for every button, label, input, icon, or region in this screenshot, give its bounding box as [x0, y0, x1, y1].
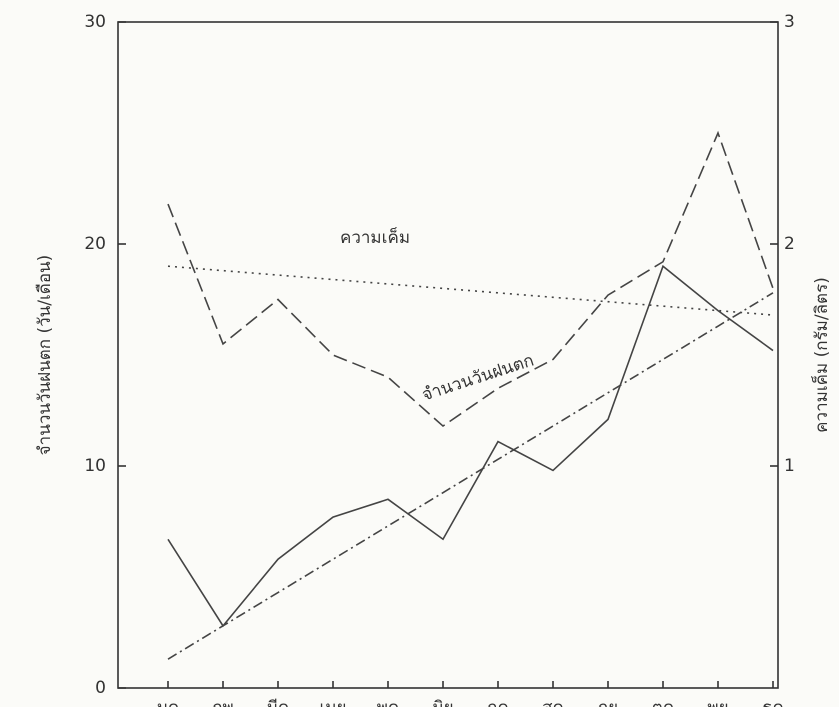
y2-axis-label: ความเค็ม (กรัม/ลิตร) [810, 277, 832, 433]
y-tick-label: 10 [84, 456, 106, 476]
x-tick-label: ตค [652, 698, 674, 707]
series-line [167, 264, 774, 628]
x-tick-label: เมย [320, 698, 347, 707]
y2-tick-label: 1 [784, 456, 795, 476]
series-line [167, 130, 774, 428]
x-tick-label: กย [598, 698, 618, 707]
series-line [167, 292, 774, 660]
x-tick-label: สค [542, 698, 564, 707]
x-tick-label: พย [707, 698, 728, 707]
y2-tick-label: 3 [784, 12, 795, 32]
y2-tick-label: 2 [784, 234, 795, 254]
x-tick-label: กพ [212, 698, 234, 707]
x-tick-label: กค [487, 698, 509, 707]
x-tick-label: มีค [267, 698, 290, 707]
y-axis-label: จำนวนวันฝนตก (วัน/เดือน) [35, 255, 55, 456]
annotation: ความเค็ม [340, 226, 410, 248]
x-tick-label: มค [157, 698, 180, 707]
plot-frame [117, 21, 779, 689]
series-line [167, 265, 774, 316]
x-tick-label: มิย [432, 698, 453, 707]
y-tick-label: 30 [84, 12, 106, 32]
y-tick-label: 20 [84, 234, 106, 254]
x-tick-label: พค [377, 698, 400, 707]
x-tick-label: ธค [762, 698, 784, 707]
y-tick-label: 0 [95, 678, 106, 698]
